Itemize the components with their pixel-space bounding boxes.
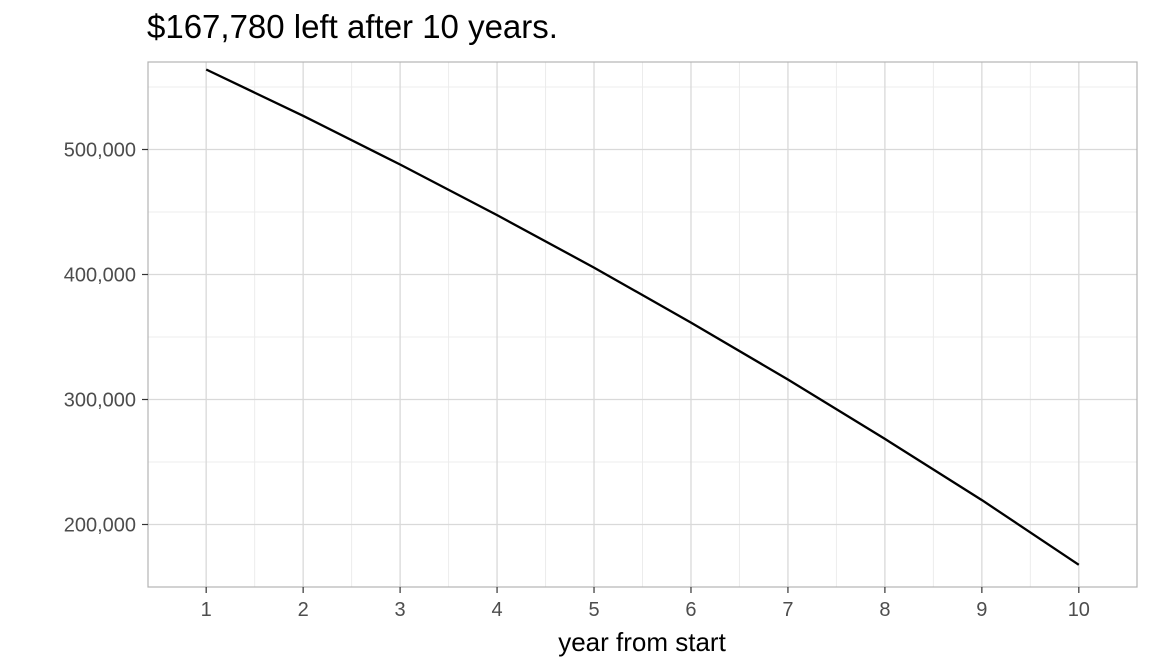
y-tick-label: 500,000: [64, 140, 136, 162]
x-axis-title: year from start: [558, 627, 726, 657]
x-tick-label: 2: [298, 599, 309, 621]
x-tick-label: 6: [685, 599, 696, 621]
x-tick-label: 5: [588, 599, 599, 621]
series-layer: [205, 68, 1080, 566]
x-tick-label: 7: [782, 599, 793, 621]
y-tick-label: 200,000: [64, 515, 136, 537]
x-tick-label: 10: [1068, 599, 1090, 621]
y-tick-label: 400,000: [64, 265, 136, 287]
y-axis-ticks: 200,000 300,000 400,000 500,000: [64, 140, 148, 537]
x-tick-label: 3: [395, 599, 406, 621]
panel-border: [147, 61, 1138, 588]
x-tick-label: 1: [201, 599, 212, 621]
x-tick-label: 4: [491, 599, 502, 621]
x-axis-ticks: 1 2 3 4 5 6 7 8 9 10: [201, 587, 1090, 621]
series-line-balance: [205, 68, 1080, 566]
minor-gridlines: [148, 62, 1137, 587]
x-tick-label: 9: [976, 599, 987, 621]
chart-title: $167,780 left after 10 years.: [147, 8, 558, 45]
y-tick-label: 300,000: [64, 390, 136, 412]
x-tick-label: 8: [879, 599, 890, 621]
